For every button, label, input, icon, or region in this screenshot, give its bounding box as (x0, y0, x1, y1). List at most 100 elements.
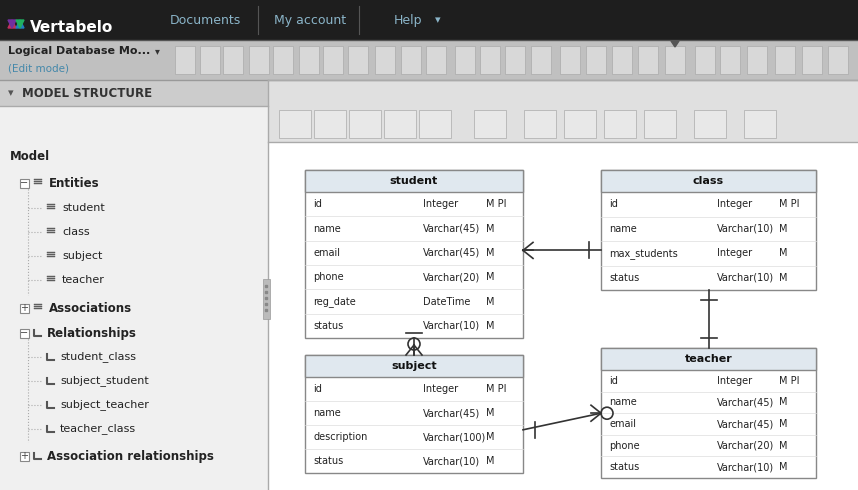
Bar (34, 306, 42, 307)
Text: id: id (609, 199, 618, 209)
Text: Varchar(45): Varchar(45) (717, 419, 775, 429)
Text: class: class (62, 227, 89, 237)
Text: id: id (313, 199, 322, 209)
Bar (612, 46, 632, 74)
Bar (349, 110, 381, 138)
Bar (323, 46, 343, 74)
Bar (720, 46, 740, 74)
Bar (34, 181, 42, 182)
Text: ▾: ▾ (155, 46, 160, 56)
Text: M: M (779, 397, 788, 407)
Bar (455, 46, 475, 74)
Text: Entities: Entities (49, 176, 100, 190)
Bar (426, 46, 446, 74)
Text: Integer: Integer (423, 199, 458, 209)
Text: (Edit mode): (Edit mode) (8, 63, 69, 73)
Text: class: class (693, 176, 724, 186)
Bar (474, 110, 506, 138)
Text: Varchar(45): Varchar(45) (717, 397, 775, 407)
Bar (305, 355, 523, 473)
Bar (47, 232, 55, 233)
Text: M PI: M PI (486, 384, 506, 394)
Bar (665, 46, 685, 74)
Text: M: M (779, 441, 788, 451)
Text: +: + (20, 451, 28, 461)
Bar (560, 46, 580, 74)
Text: description: description (313, 432, 367, 442)
Bar (34, 304, 42, 305)
Bar (47, 208, 55, 209)
Text: subject: subject (391, 361, 437, 371)
Text: Varchar(45): Varchar(45) (423, 248, 480, 258)
Bar (47, 278, 55, 279)
Bar (0, 0, 858, 40)
Text: ▾: ▾ (8, 88, 14, 98)
Text: M: M (779, 419, 788, 429)
Text: M: M (486, 223, 494, 234)
Text: name: name (609, 224, 637, 234)
Bar (694, 110, 726, 138)
Text: student: student (62, 203, 105, 213)
Bar (47, 204, 55, 205)
Bar (47, 276, 55, 277)
Text: Logical Database Mo...: Logical Database Mo... (8, 46, 150, 56)
Text: M: M (486, 408, 494, 418)
Polygon shape (16, 20, 24, 28)
Text: M: M (779, 248, 788, 258)
Text: Vertabelo: Vertabelo (30, 20, 113, 35)
Text: Help: Help (394, 14, 422, 26)
Bar (0, 106, 268, 490)
Bar (299, 46, 319, 74)
Bar (47, 254, 55, 255)
Text: M PI: M PI (779, 376, 800, 386)
Bar (744, 110, 776, 138)
Text: M: M (486, 321, 494, 331)
Text: −: − (20, 178, 28, 188)
Bar (505, 46, 525, 74)
Text: M: M (779, 462, 788, 472)
Text: My account: My account (274, 14, 346, 26)
Polygon shape (8, 20, 16, 28)
Text: M: M (486, 248, 494, 258)
Bar (0, 80, 268, 106)
Bar (401, 46, 421, 74)
Bar (828, 46, 848, 74)
Bar (531, 46, 551, 74)
Bar (20, 329, 29, 338)
Text: Association relationships: Association relationships (47, 449, 214, 463)
Text: Model: Model (10, 149, 50, 163)
Text: Varchar(100): Varchar(100) (423, 432, 486, 442)
Bar (375, 46, 395, 74)
Text: MODEL STRUCTURE: MODEL STRUCTURE (22, 87, 152, 99)
Text: Documents: Documents (169, 14, 240, 26)
Bar (775, 46, 795, 74)
Text: status: status (313, 321, 343, 331)
Text: name: name (313, 223, 341, 234)
Text: Varchar(10): Varchar(10) (717, 224, 774, 234)
Text: phone: phone (313, 272, 343, 282)
Text: DateTime: DateTime (423, 296, 470, 307)
Text: status: status (609, 462, 639, 472)
Bar (305, 355, 523, 377)
Text: phone: phone (609, 441, 639, 451)
Text: M PI: M PI (486, 199, 506, 209)
Text: Varchar(45): Varchar(45) (423, 408, 480, 418)
Bar (263, 279, 270, 319)
Polygon shape (671, 41, 679, 47)
Text: +: + (20, 303, 28, 313)
Text: subject_student: subject_student (60, 375, 148, 387)
Bar (20, 452, 29, 461)
Text: Varchar(10): Varchar(10) (423, 456, 480, 466)
Text: ▾: ▾ (435, 15, 441, 25)
Bar (480, 46, 500, 74)
Bar (314, 110, 346, 138)
Bar (524, 110, 556, 138)
Text: email: email (609, 419, 636, 429)
Bar (273, 46, 293, 74)
Text: M: M (486, 456, 494, 466)
Bar (601, 348, 816, 370)
Bar (586, 46, 606, 74)
Bar (249, 46, 269, 74)
Text: Varchar(45): Varchar(45) (423, 223, 480, 234)
Text: −: − (20, 328, 28, 338)
